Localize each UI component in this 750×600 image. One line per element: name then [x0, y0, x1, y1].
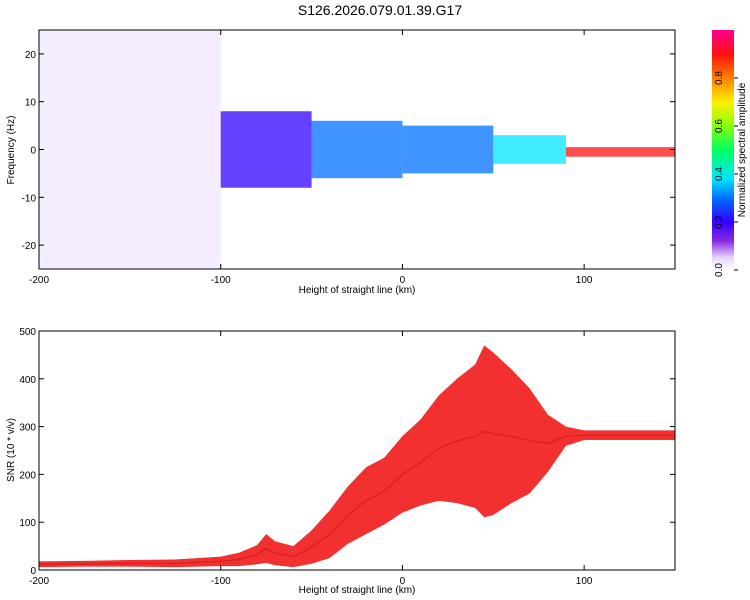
spectrogram-y-ticks: -20 -10 0 10 20 — [22, 50, 675, 252]
colorbar-tick-label: 0.4 — [714, 167, 725, 181]
y-tick-label: -20 — [22, 241, 37, 252]
snr-y-ticks: 0 100 200 300 400 500 — [19, 327, 675, 577]
y-tick-label: 200 — [19, 470, 36, 481]
x-tick-label: 0 — [400, 275, 406, 286]
spectrogram-x-ticks: -200 -100 0 100 — [29, 30, 593, 286]
x-tick-label: -200 — [29, 576, 49, 587]
colorbar: 0.0 0.2 0.4 0.6 0.8 Normalized spectral ampl… — [712, 30, 748, 277]
snr-series-line — [39, 430, 675, 565]
y-tick-label: 400 — [19, 375, 36, 386]
y-tick-label: 0 — [30, 146, 36, 157]
colorbar-tick-label: 0.6 — [714, 119, 725, 133]
y-tick-label: 10 — [25, 98, 37, 109]
snr-x-label: Height of straight line (km) — [299, 585, 416, 596]
x-tick-label: -100 — [211, 275, 231, 286]
colorbar-tick-label: 0.2 — [714, 215, 725, 229]
x-tick-label: 100 — [576, 275, 593, 286]
snr-x-ticks: -200 -100 0 100 — [29, 331, 593, 587]
colorbar-tick-label: 0.0 — [714, 263, 725, 277]
colorbar-label: Normalized spectral amplitude — [737, 82, 748, 217]
y-tick-label: 100 — [19, 518, 36, 529]
spectrogram-band-1 — [220, 111, 312, 188]
y-tick-label: 20 — [25, 50, 37, 61]
spectrogram-band-4 — [493, 135, 566, 164]
x-tick-label: 0 — [400, 576, 406, 587]
spectrogram-x-label: Height of straight line (km) — [299, 285, 416, 296]
snr-frame — [38, 330, 676, 571]
x-tick-label: -200 — [29, 275, 49, 286]
y-tick-label: 0 — [30, 566, 36, 577]
spectrogram-band-2 — [311, 120, 403, 179]
spectrogram-band-5 — [565, 147, 675, 157]
colorbar-ticks: 0.0 0.2 0.4 0.6 0.8 — [714, 71, 738, 277]
spectrogram-band-0 — [39, 30, 221, 269]
snr-panel: -200 -100 0 100 0 100 200 300 400 500 Height of … — [6, 327, 676, 596]
snr-spread-band — [39, 345, 675, 568]
y-tick-label: 300 — [19, 423, 36, 434]
chart-title: S126.2026.079.01.39.G17 — [298, 2, 462, 18]
snr-y-label: SNR (10 * v/v) — [6, 418, 17, 482]
colorbar-tick-label: 0.8 — [714, 71, 725, 85]
x-tick-label: -100 — [211, 576, 231, 587]
x-tick-label: 100 — [576, 576, 593, 587]
colorbar-gradient — [712, 30, 734, 270]
spectrogram-bands — [39, 30, 675, 269]
spectrogram-y-label: Frequency (Hz) — [6, 116, 17, 185]
y-tick-label: -10 — [22, 193, 37, 204]
y-tick-label: 500 — [19, 327, 36, 338]
spectrogram-band-3 — [402, 125, 494, 174]
